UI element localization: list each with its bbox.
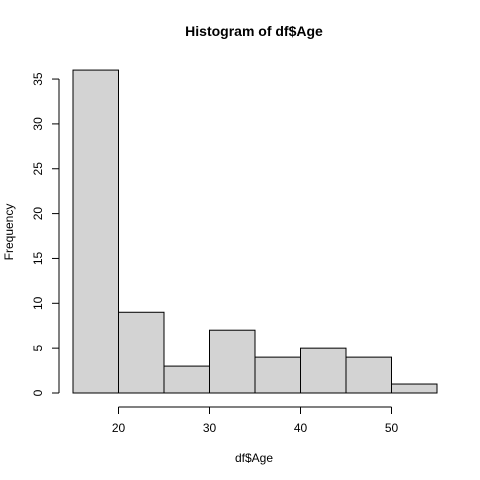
x-axis-label: df$Age	[235, 451, 273, 465]
y-axis: 0 5 10 15 20 25 30 35	[31, 72, 60, 396]
x-tick-label-50: 50	[385, 421, 399, 435]
histogram-bar-6	[345, 356, 392, 394]
y-tick-label-30: 30	[31, 117, 45, 131]
histogram-bar-3	[209, 329, 256, 394]
histogram-bar-4	[254, 356, 301, 394]
histogram-bar-7	[391, 383, 438, 394]
y-tick-label-20: 20	[31, 207, 45, 221]
y-tick-label-0: 0	[31, 389, 45, 396]
histogram-bar-5	[300, 347, 347, 394]
y-tick-label-5: 5	[31, 344, 45, 351]
y-tick-label-10: 10	[31, 296, 45, 310]
x-tick-label-40: 40	[294, 421, 308, 435]
x-tick-label-30: 30	[203, 421, 217, 435]
x-axis: 20 30 40 50	[112, 406, 399, 435]
x-tick-label-20: 20	[112, 421, 126, 435]
bars-group	[72, 69, 438, 394]
histogram-bar-0	[72, 69, 119, 394]
y-axis-label: Frequency	[2, 204, 16, 261]
histogram-bar-2	[163, 365, 210, 394]
y-tick-label-25: 25	[31, 162, 45, 176]
histogram-bar-1	[118, 311, 165, 394]
y-tick-label-35: 35	[31, 72, 45, 86]
chart-title: Histogram of df$Age	[185, 23, 323, 39]
y-tick-label-15: 15	[31, 251, 45, 265]
